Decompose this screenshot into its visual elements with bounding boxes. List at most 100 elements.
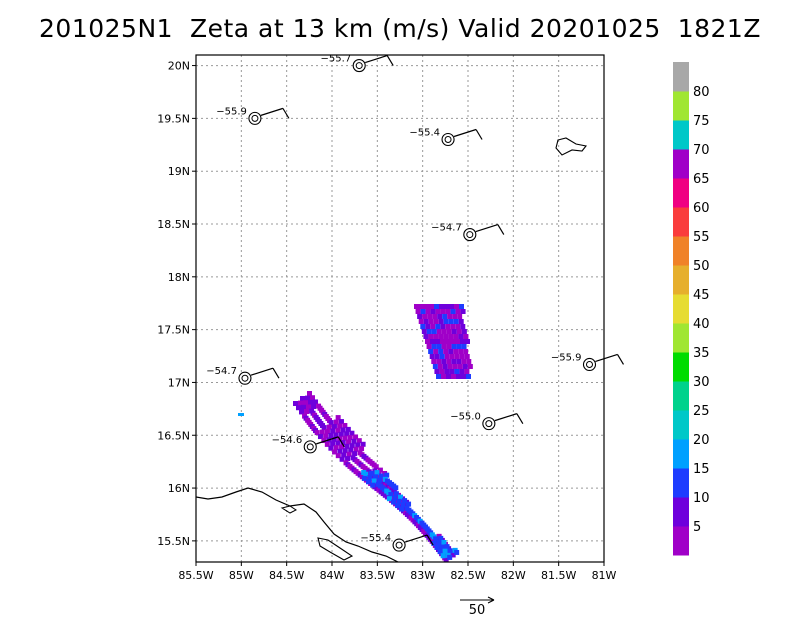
- zeta-cell: [314, 430, 320, 436]
- zeta-cell: [406, 501, 412, 507]
- zeta-cell: [339, 456, 345, 462]
- zeta-cell: [304, 395, 310, 401]
- zeta-cell: [395, 503, 401, 509]
- zeta-cell: [345, 456, 351, 462]
- y-tick-label: 15.5N: [157, 535, 190, 548]
- zeta-cell: [300, 404, 306, 410]
- zeta-cell: [415, 309, 421, 314]
- zeta-cell: [454, 304, 459, 309]
- zeta-cell: [368, 470, 374, 476]
- zeta-cell: [457, 364, 463, 369]
- gulf-islands: [280, 505, 297, 514]
- zeta-cell: [442, 548, 448, 554]
- zeta-cell: [443, 349, 449, 354]
- zeta-cell: [447, 314, 453, 319]
- cayman-island: [555, 137, 587, 156]
- zeta-cell: [442, 314, 448, 319]
- wind-barb-flag: [272, 367, 280, 379]
- zeta-cell: [425, 324, 431, 329]
- zeta-cell: [456, 329, 462, 334]
- zeta-cell: [342, 435, 348, 441]
- y-tick-label: 20N: [168, 60, 190, 73]
- wind-barb-flag: [497, 224, 505, 235]
- zeta-cell: [441, 539, 447, 545]
- zeta-cell: [451, 359, 457, 364]
- station-label: −55.0: [450, 412, 481, 423]
- zeta-cell: [361, 475, 367, 481]
- colorbar-label: 80: [693, 85, 710, 100]
- x-tick-label: 84.5W: [269, 569, 304, 582]
- zeta-cell: [451, 374, 456, 379]
- zeta-cell: [400, 502, 406, 508]
- zeta-cell: [332, 449, 338, 455]
- station-label: −55.9: [216, 106, 247, 117]
- zeta-cell: [437, 549, 443, 555]
- zeta-cell: [434, 544, 440, 550]
- zeta-cell: [399, 506, 405, 512]
- y-tick-label: 19.5N: [157, 112, 190, 125]
- x-tick-label: 85W: [229, 569, 254, 582]
- station-marker: −55.9: [551, 352, 625, 372]
- zeta-cell: [463, 334, 469, 339]
- zeta-cell: [335, 415, 341, 421]
- colorbar-label: 70: [693, 143, 710, 158]
- zeta-cell: [402, 498, 408, 504]
- zeta-cell: [360, 441, 366, 447]
- zeta-cell: [436, 329, 442, 334]
- zeta-cell: [377, 477, 383, 483]
- station-ring-inner: [395, 541, 403, 549]
- zeta-cell: [335, 428, 341, 434]
- zeta-cell: [452, 314, 458, 319]
- colorbar-swatch: [673, 178, 689, 208]
- station-ring-icon: [392, 538, 406, 552]
- zeta-cell: [324, 429, 330, 435]
- y-tick-label: 16N: [168, 482, 190, 495]
- zeta-cell: [321, 425, 327, 431]
- x-tick-label: 82W: [501, 569, 526, 582]
- colorbar-label: 40: [693, 317, 710, 332]
- wind-barb-flag: [516, 413, 524, 424]
- zeta-cell: [429, 304, 434, 309]
- zeta-cell: [434, 354, 440, 359]
- zeta-cell: [447, 554, 453, 560]
- zeta-cell: [446, 344, 452, 349]
- zeta-cell: [373, 474, 379, 480]
- zeta-cell: [370, 482, 376, 488]
- zeta-cell: [351, 438, 357, 444]
- zeta-cell: [438, 319, 444, 324]
- x-tick-label: 82.5W: [450, 569, 485, 582]
- colorbar-swatch: [673, 265, 689, 295]
- caratasca-lagoon: [317, 537, 354, 561]
- zeta-cell: [344, 431, 350, 437]
- station-ring-inner: [355, 62, 363, 70]
- colorbar-label: 25: [693, 404, 710, 419]
- zeta-cell: [331, 424, 337, 430]
- station-ring-icon: [482, 417, 496, 431]
- zeta-cell: [451, 344, 457, 349]
- station-marker: −55.7: [321, 54, 394, 73]
- zeta-cell: [464, 369, 470, 374]
- zeta-cell: [439, 544, 445, 550]
- zeta-cell: [424, 304, 429, 309]
- zeta-cell: [454, 549, 460, 555]
- station-ring-inner: [585, 360, 593, 368]
- zeta-cell: [419, 304, 424, 309]
- zeta-cell: [434, 304, 439, 309]
- zeta-cell: [456, 374, 461, 379]
- zeta-cell: [374, 470, 380, 476]
- zeta-cell: [465, 339, 470, 344]
- station-ring-icon: [463, 228, 477, 242]
- zeta-cell: [366, 479, 372, 485]
- station-marker: −54.7: [206, 366, 280, 385]
- station-marker: −54.7: [431, 223, 505, 242]
- zeta-cell: [367, 475, 373, 481]
- zeta-cell: [319, 429, 325, 435]
- zeta-cell: [467, 364, 473, 369]
- zeta-cell: [432, 314, 438, 319]
- colorbar-label: 55: [693, 230, 710, 245]
- x-tick-label: 81W: [592, 569, 617, 582]
- zeta-cell: [444, 369, 450, 374]
- zeta-cell: [426, 344, 432, 349]
- zeta-cell: [420, 309, 426, 314]
- station-marker: −55.4: [409, 128, 483, 147]
